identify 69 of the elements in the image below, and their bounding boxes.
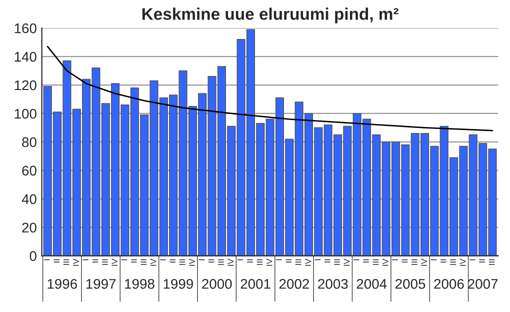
- x-tick-label: III: [488, 259, 495, 265]
- x-tick-label: II: [286, 259, 292, 262]
- y-tick-label: 40: [22, 194, 36, 204]
- y-tick-label: 140: [14, 52, 36, 62]
- text: 2004: [356, 278, 387, 289]
- x-tick-label: II: [402, 259, 408, 262]
- x-tick-label: I: [392, 259, 398, 260]
- text: 1997: [86, 278, 116, 289]
- x-tick-label: II: [440, 259, 446, 262]
- x-tick-label: IV: [305, 258, 311, 266]
- x-tick-label: IV: [421, 258, 427, 266]
- x-tick-label: III: [256, 259, 263, 265]
- x-tick-label: I: [198, 259, 205, 260]
- x-tick-label: IV: [266, 258, 272, 266]
- x-tick-label: III: [295, 259, 302, 265]
- x-tick-label: II: [92, 259, 98, 262]
- x-tick-label: III: [372, 259, 379, 265]
- x-tick-label: III: [102, 259, 108, 265]
- x-tick-label: IV: [344, 258, 350, 266]
- y-tick-label: 0: [30, 251, 36, 262]
- x-tick-label: IV: [189, 258, 195, 266]
- x-tick-label: I: [314, 259, 321, 260]
- x-tick-label: II: [54, 259, 60, 262]
- x-tick-label: IV: [150, 258, 156, 266]
- text: 1996: [48, 278, 77, 289]
- x-tick-label: II: [131, 259, 137, 262]
- x-tick-label: IV: [112, 258, 118, 266]
- line-series: [46, 46, 494, 132]
- chart-title: Keskmine uue eluruumi pind, m²: [142, 8, 398, 24]
- x-tick-label: II: [247, 259, 253, 262]
- text: 2002: [279, 278, 309, 289]
- y-tick-label: 100: [14, 108, 36, 119]
- text: 2003: [318, 278, 348, 289]
- x-tick-label: IV: [382, 258, 388, 266]
- text: 2001: [240, 278, 270, 289]
- x-tick-label: III: [218, 259, 224, 265]
- x-tick-label: III: [450, 259, 456, 265]
- y-tick-label: 120: [14, 80, 36, 90]
- y-tick-label: 80: [22, 137, 36, 148]
- x-tick-label: II: [324, 259, 330, 262]
- x-tick-label: II: [479, 259, 485, 262]
- text: 2006: [434, 278, 464, 289]
- x-tick-label: II: [170, 259, 176, 262]
- x-tick-label: I: [237, 259, 244, 260]
- x-tick-label: III: [179, 259, 186, 265]
- x-tick-label: I: [160, 259, 166, 260]
- y-tick-label: 60: [22, 166, 36, 176]
- x-tick-label: IV: [228, 258, 234, 266]
- x-tick-label: III: [63, 259, 70, 265]
- x-tick-label: I: [470, 259, 476, 260]
- text: 2000: [202, 278, 232, 289]
- x-tick-label: II: [363, 259, 369, 262]
- x-tick-label: III: [140, 259, 146, 265]
- x-tick-label: I: [82, 259, 88, 260]
- x-tick-label: I: [44, 259, 50, 260]
- x-tick-label: I: [430, 259, 437, 260]
- text: 1998: [125, 278, 154, 289]
- x-tick-label: II: [208, 259, 214, 262]
- x-tick-label: IV: [460, 258, 466, 266]
- x-tick-label: I: [354, 259, 360, 260]
- x-tick-label: I: [121, 259, 128, 260]
- x-tick-label: I: [276, 259, 282, 260]
- y-tick-label: 160: [14, 23, 36, 34]
- text: 2005: [396, 278, 426, 289]
- x-tick-label: IV: [73, 258, 79, 266]
- x-tick-label: III: [412, 259, 418, 265]
- text: 1999: [164, 278, 193, 289]
- y-tick-label: 20: [22, 222, 36, 233]
- x-tick-label: III: [334, 259, 340, 265]
